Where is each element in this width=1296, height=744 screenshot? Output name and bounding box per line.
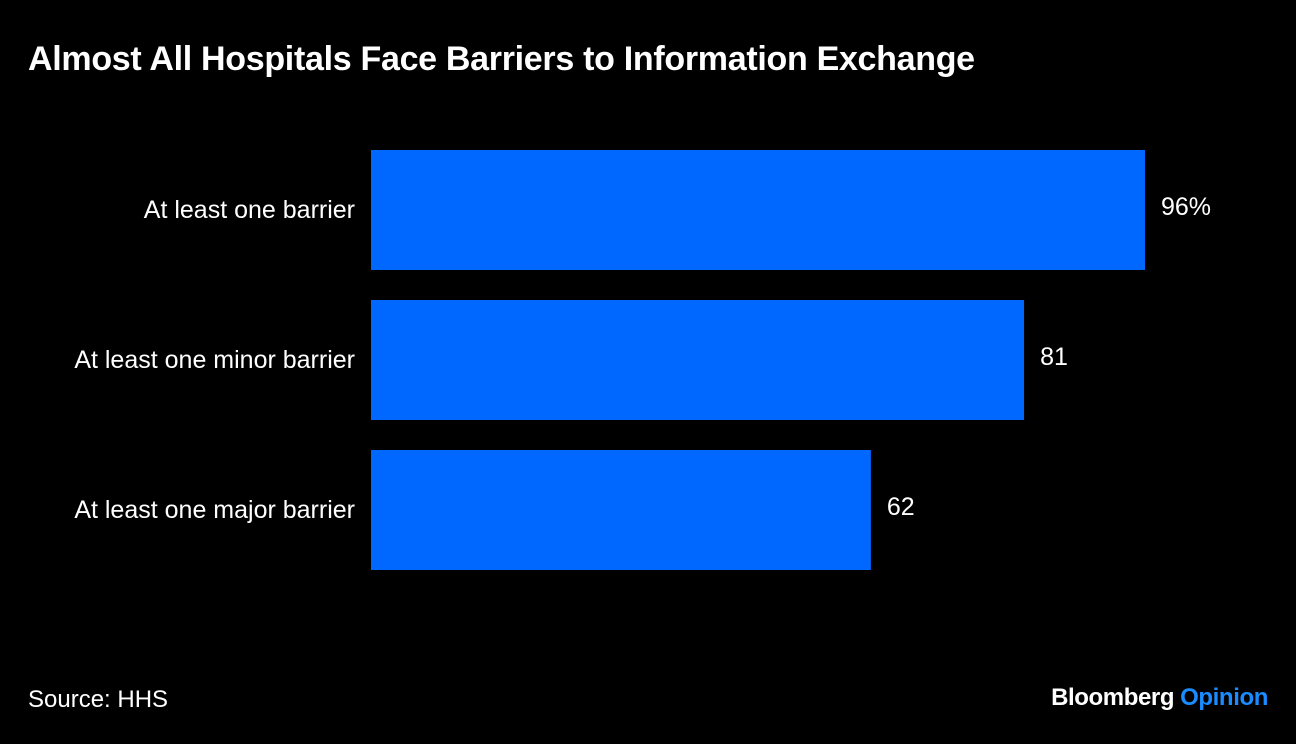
category-label: At least one minor barrier <box>74 346 355 374</box>
source-note: Source: HHS <box>28 686 169 713</box>
bar <box>371 150 1145 270</box>
brand-logo: Bloomberg Opinion <box>1051 684 1268 712</box>
data-label: 81 <box>1040 343 1068 371</box>
data-label: 62 <box>887 493 915 521</box>
bar <box>371 450 871 570</box>
brand-name: Bloomberg <box>1051 684 1175 711</box>
chart-title: Almost All Hospitals Face Barriers to In… <box>28 40 975 78</box>
category-label: At least one major barrier <box>74 496 355 524</box>
category-label: At least one barrier <box>144 196 355 224</box>
data-label: 96% <box>1161 193 1211 221</box>
bar <box>371 300 1025 420</box>
brand-accent: Opinion <box>1180 684 1268 711</box>
